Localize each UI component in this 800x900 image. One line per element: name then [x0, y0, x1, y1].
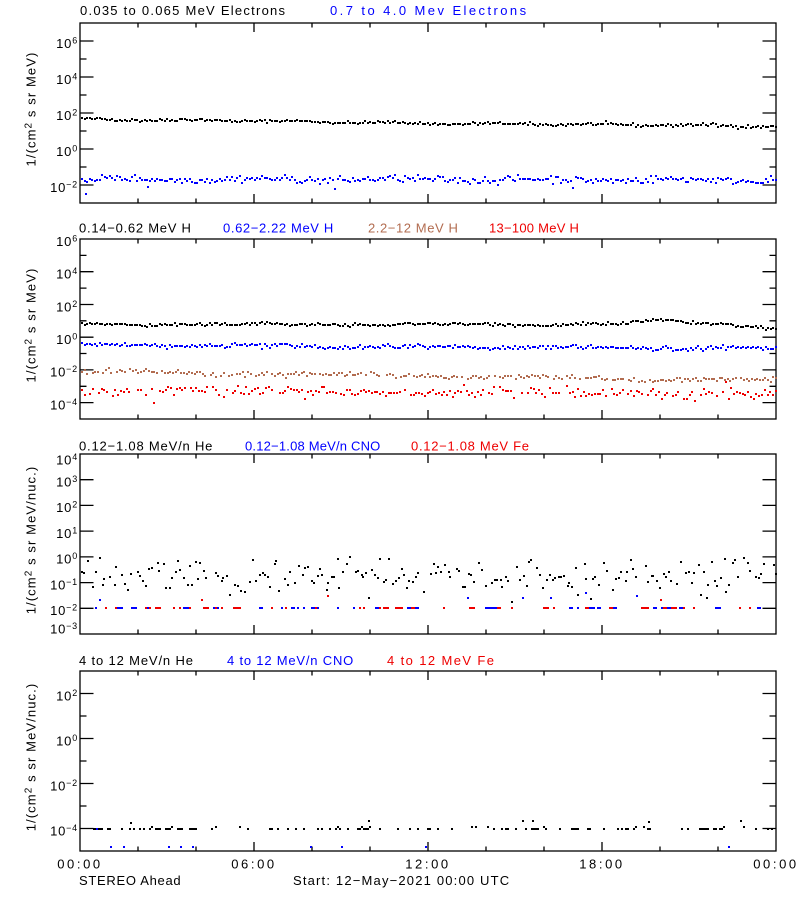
svg-text:100: 100	[56, 551, 78, 567]
svg-text:12:00: 12:00	[405, 857, 451, 872]
svg-text:104: 104	[56, 71, 78, 87]
svg-text:104: 104	[56, 452, 78, 468]
svg-text:4 to 12 MeV/n He: 4 to 12 MeV/n He	[79, 653, 194, 668]
svg-text:0.035 to 0.065 MeV Electrons: 0.035 to 0.065 MeV Electrons	[80, 3, 286, 18]
svg-text:4 to 12 MeV Fe: 4 to 12 MeV Fe	[387, 653, 495, 668]
svg-text:18:00: 18:00	[579, 857, 625, 872]
svg-text:00:00: 00:00	[57, 857, 103, 872]
svg-text:13−100 MeV H: 13−100 MeV H	[489, 221, 579, 236]
svg-text:1/(cm2 s sr MeV): 1/(cm2 s sr MeV)	[24, 268, 39, 383]
svg-text:100: 100	[56, 143, 78, 159]
svg-text:102: 102	[56, 107, 78, 123]
svg-text:0.7 to 4.0 Mev Electrons: 0.7 to 4.0 Mev Electrons	[330, 3, 529, 18]
svg-text:2.2−12 MeV H: 2.2−12 MeV H	[368, 221, 458, 236]
svg-text:102: 102	[56, 299, 78, 315]
svg-text:1/(cm2 s sr MeV/nuc.): 1/(cm2 s sr MeV/nuc.)	[24, 683, 39, 832]
svg-text:100: 100	[56, 332, 78, 348]
svg-text:106: 106	[56, 35, 78, 51]
svg-text:Start: 12−May−2021 00:00 UTC: Start: 12−May−2021 00:00 UTC	[293, 873, 510, 888]
svg-text:0.12−1.08 MeV Fe: 0.12−1.08 MeV Fe	[411, 439, 530, 454]
svg-text:103: 103	[56, 474, 78, 490]
svg-text:0.12−1.08 MeV/n He: 0.12−1.08 MeV/n He	[79, 439, 213, 454]
svg-text:102: 102	[56, 500, 78, 516]
svg-text:4 to 12 MeV/n CNO: 4 to 12 MeV/n CNO	[227, 653, 354, 668]
svg-text:00:00: 00:00	[753, 857, 799, 872]
svg-text:106: 106	[56, 233, 78, 249]
svg-text:STEREO Ahead: STEREO Ahead	[79, 873, 181, 888]
svg-text:1/(cm2 s sr MeV/nuc.): 1/(cm2 s sr MeV/nuc.)	[24, 466, 39, 615]
svg-text:104: 104	[56, 266, 78, 282]
svg-text:0.12−1.08 MeV/n CNO: 0.12−1.08 MeV/n CNO	[245, 439, 381, 454]
svg-text:102: 102	[56, 688, 78, 704]
svg-text:1/(cm2 s sr MeV): 1/(cm2 s sr MeV)	[24, 52, 39, 167]
svg-text:0.14−0.62 MeV H: 0.14−0.62 MeV H	[79, 221, 192, 236]
svg-text:100: 100	[56, 733, 78, 749]
svg-text:0.62−2.22 MeV H: 0.62−2.22 MeV H	[223, 221, 334, 236]
svg-text:101: 101	[56, 525, 78, 541]
svg-text:06:00: 06:00	[231, 857, 277, 872]
